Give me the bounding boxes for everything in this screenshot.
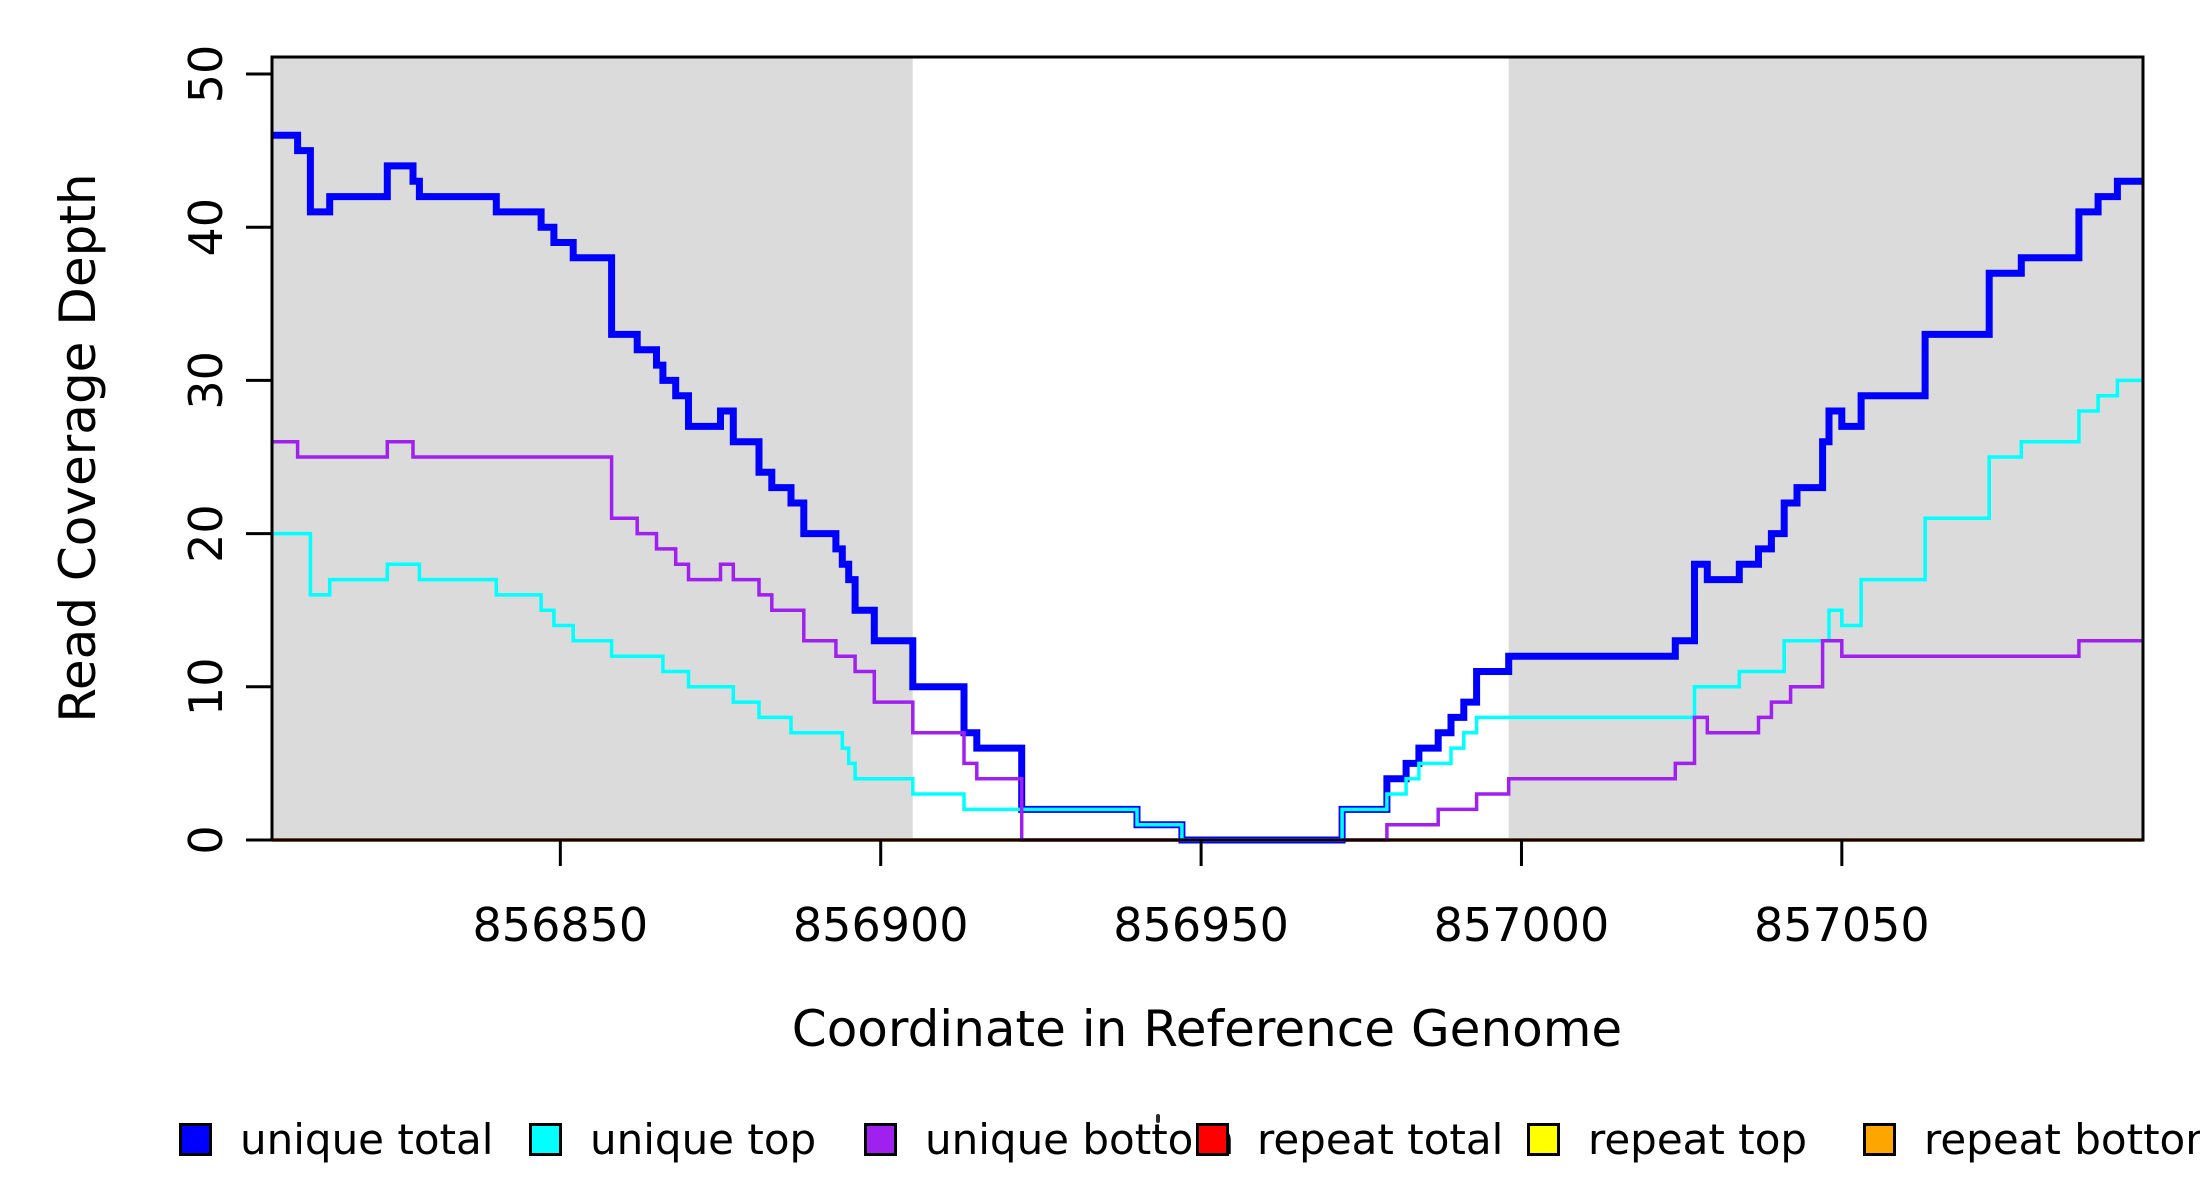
y-tick-label: 40 xyxy=(179,198,233,257)
x-tick-label: 857000 xyxy=(1434,898,1610,952)
y-tick-label: 50 xyxy=(179,45,233,104)
legend-label: repeat bottom xyxy=(1924,1114,2200,1164)
shaded-region xyxy=(272,57,913,840)
legend-item-repeat-total: repeat total xyxy=(1196,1114,1504,1164)
y-tick-label: 10 xyxy=(179,658,233,717)
legend-swatch-repeat-total xyxy=(1196,1122,1229,1156)
x-axis-ticks: 856850 856900 856950 857000 857050 xyxy=(473,840,1930,952)
legend-item-unique-top: unique top xyxy=(529,1114,817,1164)
x-tick-label: 856950 xyxy=(1113,898,1289,952)
x-axis-title: Coordinate in Reference Genome xyxy=(792,1000,1622,1058)
x-tick-label: 856900 xyxy=(793,898,969,952)
shaded-regions xyxy=(272,57,2143,840)
series-line-unique-total xyxy=(272,131,2143,844)
plot-frame xyxy=(270,55,2145,842)
y-tick-label: 30 xyxy=(179,351,233,410)
y-axis-title: Read Coverage Depth xyxy=(49,173,107,722)
y-tick-label: 0 xyxy=(179,825,233,854)
y-axis-ticks: 0 10 20 30 40 50 xyxy=(179,45,272,855)
x-tick-label: 856850 xyxy=(473,898,649,952)
legend-swatch-unique-bottom xyxy=(864,1122,897,1156)
series-line-unique-bottom xyxy=(272,439,2143,842)
legend-item-repeat-bottom: repeat bottom xyxy=(1863,1114,2200,1164)
legend-item-repeat-top: repeat top xyxy=(1527,1114,1808,1164)
legend-label: unique total xyxy=(240,1114,494,1164)
x-tick-label: 857050 xyxy=(1754,898,1930,952)
y-tick-label: 20 xyxy=(179,504,233,563)
legend-swatch-repeat-top xyxy=(1527,1122,1560,1156)
legend-label: repeat top xyxy=(1588,1114,1808,1164)
legend-item-unique-bottom: unique bottom xyxy=(864,1114,1235,1164)
legend-swatch-repeat-bottom xyxy=(1863,1122,1896,1156)
legend-swatch-unique-top xyxy=(529,1122,562,1156)
legend-label: unique top xyxy=(590,1114,817,1164)
legend-item-unique-total: unique total xyxy=(179,1114,494,1164)
legend-label: repeat total xyxy=(1257,1114,1504,1164)
legend-swatch-unique-total xyxy=(179,1122,212,1156)
artifact-dot xyxy=(1156,1114,1160,1123)
legend-label: unique bottom xyxy=(925,1114,1235,1164)
series-line-unique-top xyxy=(272,378,2143,842)
